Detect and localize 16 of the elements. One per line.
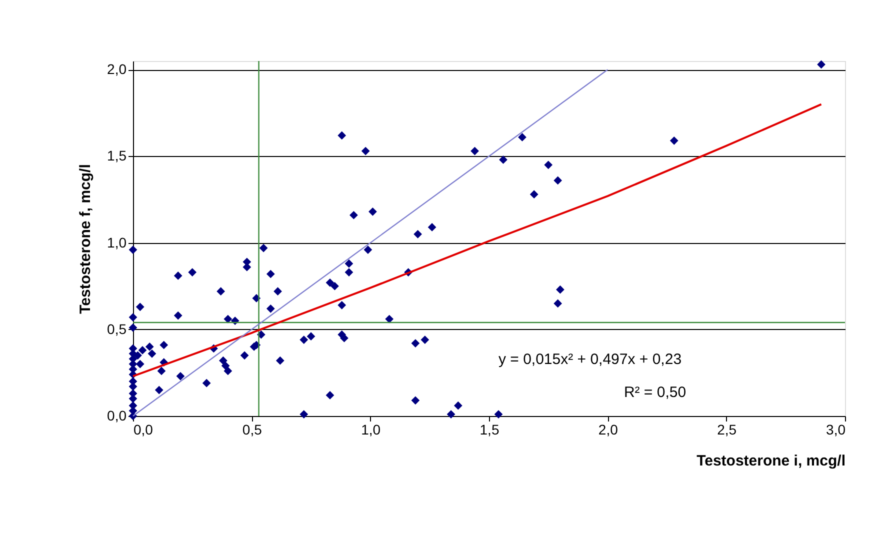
x-tick-label: 2,5 xyxy=(717,422,737,438)
x-tick-label: 3,0 xyxy=(826,422,846,438)
x-tick-label: 0,0 xyxy=(134,422,154,438)
y-tick-label: 0,5 xyxy=(107,320,127,337)
y-tick-label: 2,0 xyxy=(107,61,127,78)
x-axis-title: Testosterone i, mcg/l xyxy=(696,452,846,470)
annotation: R² = 0,50 xyxy=(624,384,686,401)
y-tick-label: 1,5 xyxy=(107,148,127,164)
x-tick-label: 1,5 xyxy=(480,422,500,438)
annotation: y = 0,015x² + 0,497x + 0,23 xyxy=(498,351,682,368)
x-tick-label: 0,5 xyxy=(242,422,262,438)
x-tick-label: 1,0 xyxy=(361,422,381,438)
y-axis-title: Testosterone f, mcg/l xyxy=(77,164,94,314)
x-tick-label: 2,0 xyxy=(598,422,618,438)
y-tick-label: 1,0 xyxy=(107,234,127,250)
y-tick-label: 0,0 xyxy=(107,408,127,424)
